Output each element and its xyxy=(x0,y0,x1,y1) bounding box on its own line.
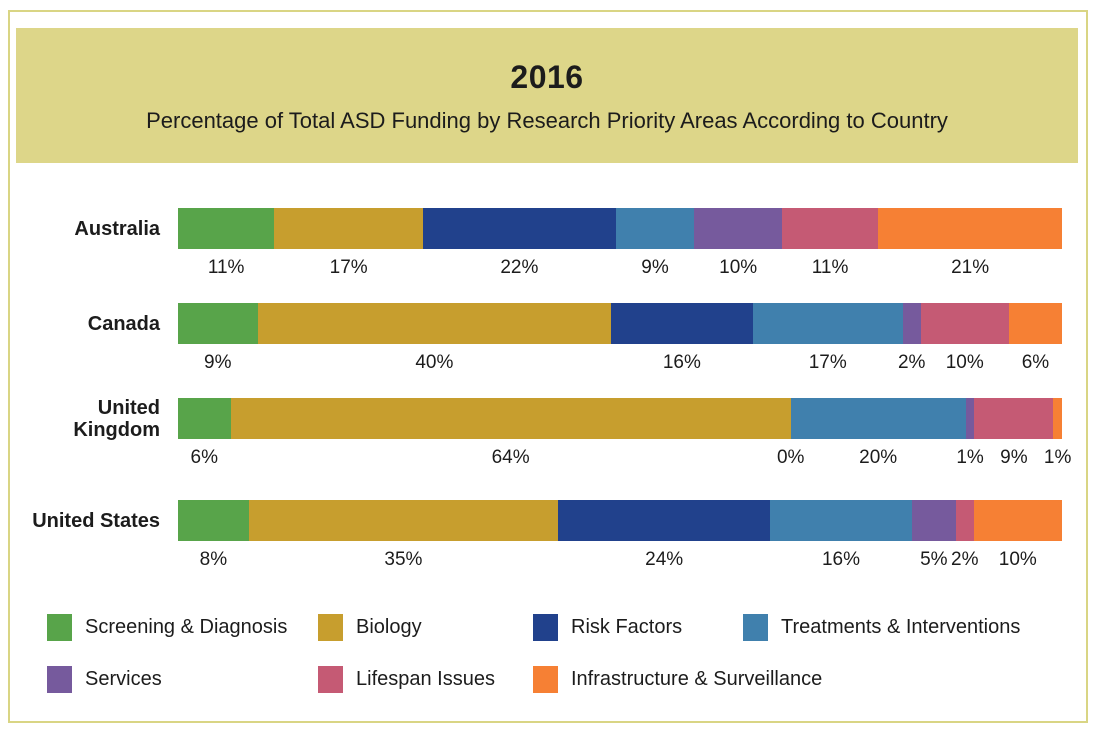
segment-value-labels: 9% 40% 16% 17% 2% 10% 6% xyxy=(178,352,1062,376)
segment-value-label: 24% xyxy=(645,549,684,570)
bar-segment xyxy=(178,208,275,249)
legend-item: Infrastructure & Surveillance xyxy=(533,665,822,693)
bar-row-australia: Australia 11% 17% 22% 9% 10% 11% 21% xyxy=(0,208,1100,286)
bar-row-canada: Canada 9% 40% 16% 17% 2% 10% 6% xyxy=(0,303,1100,381)
segment-value-label: 21% xyxy=(951,257,990,278)
bar-segment xyxy=(973,500,1062,541)
bar-segment xyxy=(965,398,975,439)
segment-value-label: 16% xyxy=(821,549,861,570)
segment-value-labels: 11% 17% 22% 9% 10% 11% 21% xyxy=(178,257,1062,281)
bar-segment xyxy=(274,208,424,249)
stacked-bar xyxy=(178,208,1062,249)
bar-segment xyxy=(558,500,771,541)
legend-swatch-icon xyxy=(743,613,768,641)
bar-segment xyxy=(230,398,791,439)
segment-value-label: 64% xyxy=(491,447,530,468)
legend-item: Treatments & Interventions xyxy=(743,613,1077,641)
legend-item: Lifespan Issues xyxy=(318,665,533,693)
bar-segment xyxy=(920,303,1009,344)
legend-label: Biology xyxy=(356,615,422,638)
segment-value-label: 20% xyxy=(859,447,898,468)
chart-header-banner: 2016 Percentage of Total ASD Funding by … xyxy=(16,28,1078,163)
segment-value-label: 6% xyxy=(190,447,218,468)
legend-label: Services xyxy=(85,667,162,690)
bar-segment xyxy=(615,208,695,249)
stacked-bar xyxy=(178,500,1062,541)
legend-item: Screening & Diagnosis xyxy=(47,613,318,641)
bar-segment xyxy=(770,500,912,541)
segment-value-label: 16% xyxy=(662,352,701,373)
bar-segment xyxy=(781,208,879,249)
segment-value-label: 11% xyxy=(207,257,245,278)
country-label: Canada xyxy=(87,312,160,335)
bar-segment xyxy=(694,208,782,249)
segment-value-label: 1% xyxy=(956,447,984,468)
segment-value-label: 6% xyxy=(1021,352,1050,373)
segment-value-label: 22% xyxy=(500,257,539,278)
segment-value-labels: 6% 64% 0% 20% 1% 9% 1% xyxy=(178,447,1072,471)
segment-value-label: 35% xyxy=(384,549,423,570)
legend-label: Risk Factors xyxy=(571,615,683,638)
chart-subtitle: Percentage of Total ASD Funding by Resea… xyxy=(146,108,948,133)
segment-value-label: 40% xyxy=(415,352,454,373)
bar-segment xyxy=(911,500,956,541)
segment-value-label: 10% xyxy=(945,352,984,373)
stacked-bar xyxy=(178,303,1062,344)
bar-segment xyxy=(752,303,903,344)
chart-title-year: 2016 xyxy=(510,59,584,95)
segment-value-label: 2% xyxy=(897,352,926,373)
bar-segment xyxy=(178,303,258,344)
bar-segment xyxy=(974,398,1054,439)
segment-value-label: 9% xyxy=(641,257,669,278)
legend-swatch-icon xyxy=(318,665,343,693)
bar-segment xyxy=(902,303,921,344)
legend-item: Risk Factors xyxy=(533,613,743,641)
segment-value-label: 9% xyxy=(204,352,232,373)
segment-value-label: 9% xyxy=(1000,447,1028,468)
segment-value-label: 10% xyxy=(719,257,758,278)
segment-value-label: 17% xyxy=(329,257,368,278)
legend-swatch-icon xyxy=(318,613,343,641)
bar-segment xyxy=(611,303,753,344)
segment-value-labels: 8% 35% 24% 16% 5% 2% 10% xyxy=(178,549,1062,573)
legend-item: Services xyxy=(47,665,318,693)
legend-label: Treatments & Interventions xyxy=(781,615,1021,638)
segment-value-label: 11% xyxy=(811,257,849,278)
legend-swatch-icon xyxy=(533,613,558,641)
bar-segment xyxy=(257,303,612,344)
legend-swatch-icon xyxy=(533,665,558,693)
segment-value-label: 17% xyxy=(808,352,847,373)
legend-swatch-icon xyxy=(47,613,72,641)
chart-legend: Screening & Diagnosis Biology Risk Factors… xyxy=(47,601,1077,705)
country-label: United Kingdom xyxy=(73,396,160,441)
bar-segment xyxy=(878,208,1062,249)
segment-value-label: 8% xyxy=(199,549,228,570)
bar-segment xyxy=(423,208,616,249)
bar-segment xyxy=(790,398,966,439)
bar-segment xyxy=(1053,398,1062,439)
segment-value-label: 10% xyxy=(998,549,1037,570)
country-label: Australia xyxy=(74,217,160,240)
legend-swatch-icon xyxy=(47,665,72,693)
bar-segment xyxy=(178,500,249,541)
bar-row-united-kingdom: United Kingdom 6% 64% 0% 20% 1% 9% 1% xyxy=(0,396,1100,476)
bar-segment xyxy=(955,500,974,541)
segment-value-label: 1% xyxy=(1043,447,1072,468)
legend-item: Biology xyxy=(318,613,533,641)
country-label: United States xyxy=(32,509,160,532)
bar-segment xyxy=(178,398,231,439)
bar-segment xyxy=(1008,303,1062,344)
stacked-bar xyxy=(178,398,1062,439)
segment-value-label: 0% xyxy=(776,447,805,468)
bar-segment xyxy=(248,500,559,541)
segment-value-label: 5% xyxy=(920,549,948,570)
legend-label: Infrastructure & Surveillance xyxy=(571,667,823,690)
legend-label: Screening & Diagnosis xyxy=(85,615,288,638)
bar-row-united-states: United States 8% 35% 24% 16% 5% 2% 10% xyxy=(0,500,1100,578)
segment-value-label: 2% xyxy=(951,549,979,570)
legend-label: Lifespan Issues xyxy=(356,667,495,690)
